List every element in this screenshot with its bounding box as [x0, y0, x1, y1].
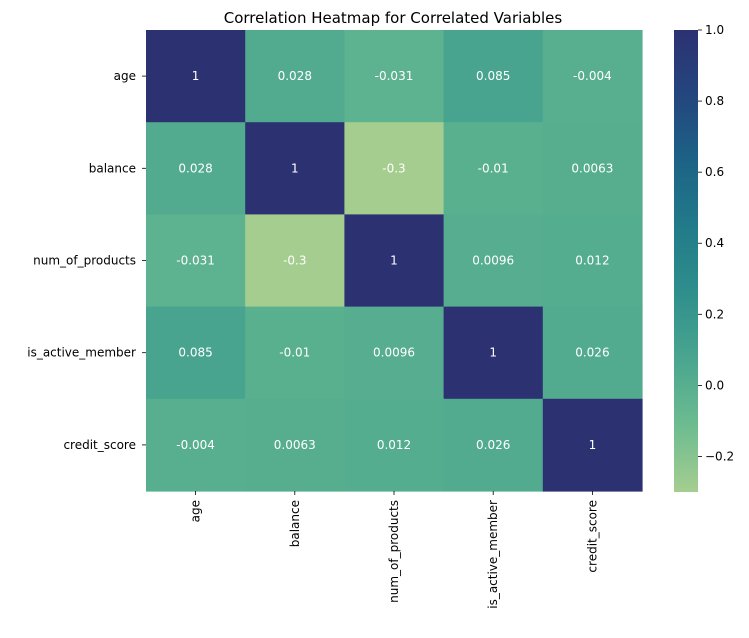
colorbar-tick-label: 0.6: [705, 165, 724, 179]
colorbar-tick-label: 1.0: [705, 23, 724, 37]
heatmap-cell: [245, 306, 345, 400]
colorbar-tick-label: 0.4: [705, 236, 724, 250]
heatmap-cell: [146, 122, 246, 215]
heatmap-cell: [443, 306, 544, 400]
colorbar-tick-label: 0.0: [705, 378, 724, 392]
heatmap-cell: [443, 30, 544, 123]
heatmap-cell: [344, 122, 445, 215]
cell-value-label: 0.028: [278, 69, 312, 83]
heatmap-cell: [443, 214, 544, 308]
cell-value-label: 1: [192, 69, 200, 83]
col-tick-labels: age balance num_of_products is_active_membe…: [189, 491, 599, 609]
cell-value-label: -0.3: [283, 254, 306, 268]
col-tick-label: num_of_products: [387, 500, 401, 603]
heatmap-cell: [542, 30, 643, 123]
cell-value-label: -0.004: [573, 69, 612, 83]
colorbar-tick-label: 0.8: [705, 94, 724, 108]
cell-value-label: -0.3: [382, 161, 405, 175]
heatmap-cell: [344, 30, 445, 123]
cell-value-label: 0.0096: [373, 346, 415, 360]
colorbar-tick-label: 0.2: [705, 307, 724, 321]
heatmap-cell: [245, 30, 345, 123]
row-tick-label: num_of_products: [33, 254, 136, 268]
heatmap-cell: [245, 214, 345, 308]
colorbar-tick-label: −0.2: [705, 449, 734, 463]
heatmap-cell: [146, 306, 246, 400]
heatmap-cell: [146, 30, 246, 123]
cell-value-label: 0.085: [178, 346, 212, 360]
cell-value-label: 1: [390, 254, 398, 268]
cell-value-label: 0.0063: [274, 438, 316, 452]
heatmap-cell: [245, 398, 345, 492]
heatmap-cell: [542, 306, 643, 400]
cell-value-label: 1: [589, 438, 597, 452]
heatmap-cell: [542, 122, 643, 215]
row-tick-label: is_active_member: [27, 346, 136, 360]
heatmap-cell: [146, 398, 246, 492]
row-tick-label: balance: [89, 161, 136, 175]
heatmap-cell: [542, 398, 643, 492]
heatmap-cell: [344, 214, 445, 308]
col-tick-label: is_active_member: [486, 500, 500, 609]
cell-value-label: 0.012: [575, 254, 609, 268]
heatmap-cell: [443, 398, 544, 492]
row-tick-label: credit_score: [63, 438, 136, 452]
heatmap-cell: [146, 214, 246, 308]
colorbar-gradient: [674, 30, 698, 492]
cell-value-label: 0.026: [476, 438, 510, 452]
cell-value-label: 0.028: [178, 161, 212, 175]
cell-value-label: 0.0063: [571, 161, 613, 175]
heatmap-cell: [344, 306, 445, 400]
cell-value-label: 1: [291, 161, 299, 175]
cell-value-label: 0.012: [377, 438, 411, 452]
col-tick-label: credit_score: [585, 500, 599, 573]
cell-value-label: 1: [489, 346, 497, 360]
row-tick-labels: age balance num_of_products is_active_membe…: [27, 69, 146, 452]
chart-title: Correlation Heatmap for Correlated Varia…: [224, 9, 563, 27]
heatmap-cell: [245, 122, 345, 215]
cell-value-label: -0.004: [176, 438, 215, 452]
heatmap-cell: [542, 214, 643, 308]
heatmap-cell: [344, 398, 445, 492]
cell-value-label: -0.01: [279, 346, 310, 360]
cell-value-label: 0.026: [575, 346, 609, 360]
heatmap-cell: [443, 122, 544, 215]
row-tick-label: age: [114, 69, 136, 83]
heatmap-cells: 1 0.028 -0.031 0.085 -0.004 0.028 1 -0.3 -0.01 0.…: [146, 30, 643, 492]
cell-value-label: -0.031: [375, 69, 414, 83]
cell-value-label: 0.0096: [472, 254, 514, 268]
col-tick-label: balance: [288, 500, 302, 547]
colorbar: −0.2 0.0 0.2 0.4 0.6 0.8 1.0: [674, 23, 734, 492]
cell-value-label: -0.01: [478, 161, 509, 175]
col-tick-label: age: [189, 500, 203, 522]
cell-value-label: 0.085: [476, 69, 510, 83]
cell-value-label: -0.031: [176, 254, 215, 268]
